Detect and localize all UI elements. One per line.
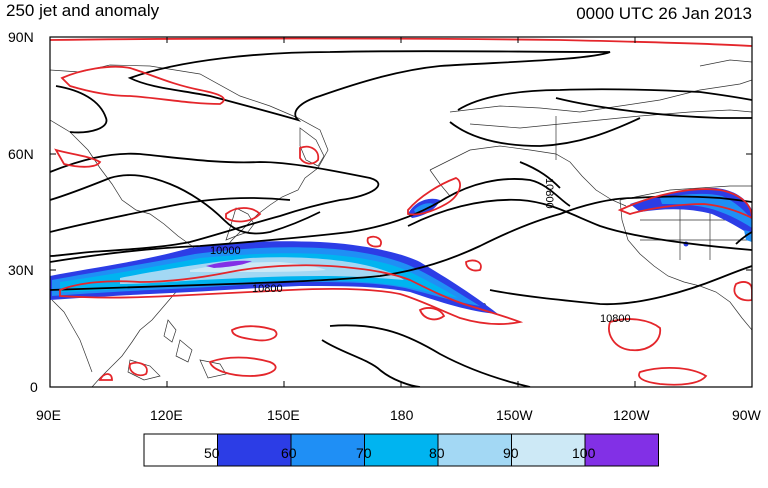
lon-label-150w: 150W	[496, 407, 533, 423]
contour-label: 10800	[543, 178, 555, 209]
colorbar-swatch	[217, 433, 292, 467]
lon-label-90e: 90E	[36, 407, 61, 423]
contour-labels: 10000 10800 10800 10800	[210, 178, 631, 325]
lat-label-0: 0	[30, 379, 38, 395]
colorbar-swatch	[364, 433, 439, 467]
colorbar-swatch	[584, 433, 659, 467]
colorbar-label: 50	[204, 445, 220, 461]
contour-label: 10000	[210, 245, 241, 257]
anomaly-contours	[50, 37, 752, 386]
colorbar-swatch	[290, 433, 365, 467]
lon-label-150e: 150E	[267, 407, 300, 423]
colorbar-swatch	[437, 433, 512, 467]
colorbar-swatch	[143, 433, 218, 467]
contour-label: 10800	[600, 313, 631, 325]
map-title: 250 jet and anomaly	[6, 1, 160, 20]
contour-label: 10800	[252, 283, 283, 295]
lat-axis	[50, 36, 752, 388]
colorbar-label: 80	[429, 445, 445, 461]
lon-label-90w: 90W	[732, 407, 762, 423]
height-contours	[50, 50, 752, 387]
lat-label-90n: 90N	[8, 29, 34, 45]
colorbar-label: 70	[356, 445, 372, 461]
colorbar-label: 60	[281, 445, 297, 461]
lon-label-120w: 120W	[613, 407, 650, 423]
lon-axis	[166, 37, 636, 387]
colorbar-labels: 50 60 70 80 90 100	[204, 445, 596, 461]
colorbar-label: 90	[503, 445, 519, 461]
lat-label-60n: 60N	[8, 146, 34, 162]
lat-label-30n: 30N	[8, 262, 34, 278]
colorbar-label: 100	[572, 445, 596, 461]
colorbar	[143, 433, 659, 467]
lon-label-120e: 120E	[150, 407, 183, 423]
map-valid-time: 0000 UTC 26 Jan 2013	[576, 4, 752, 23]
lon-label-180: 180	[390, 407, 414, 423]
